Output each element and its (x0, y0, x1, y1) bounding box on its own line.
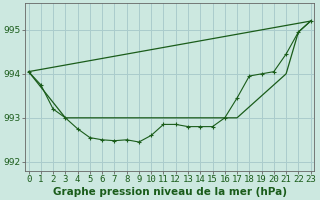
X-axis label: Graphe pression niveau de la mer (hPa): Graphe pression niveau de la mer (hPa) (52, 187, 287, 197)
